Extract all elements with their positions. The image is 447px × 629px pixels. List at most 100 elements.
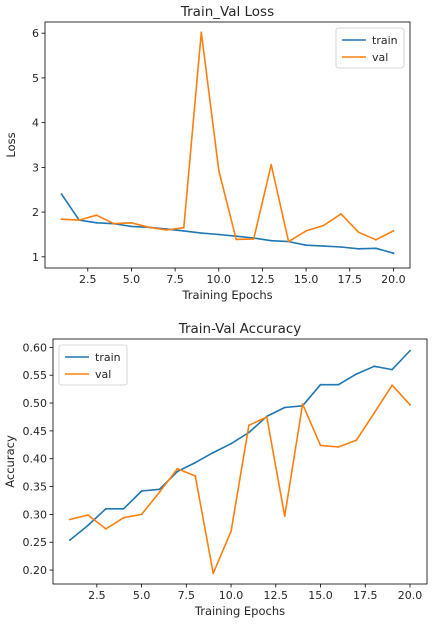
x-tick-label: 2.5 — [88, 589, 106, 602]
data-point-val — [248, 424, 250, 427]
y-tick-label: 0.20 — [23, 564, 48, 577]
data-point-val — [392, 230, 395, 232]
data-point-val — [194, 475, 197, 477]
series-line-val — [60, 31, 395, 243]
data-point-val — [158, 491, 161, 493]
data-point-val — [122, 516, 125, 519]
x-tick-label: 17.5 — [353, 589, 378, 602]
data-point-train — [337, 383, 340, 386]
data-point-val — [230, 530, 233, 532]
data-point-train — [140, 490, 143, 492]
data-point-train — [194, 461, 197, 464]
y-tick-label: 0.40 — [23, 453, 48, 466]
y-tick-label: 1 — [32, 251, 39, 264]
data-point-val — [355, 439, 358, 442]
y-tick-label: 0.55 — [23, 369, 48, 382]
x-axis-title: Training Epochs — [194, 604, 285, 618]
data-point-train — [357, 247, 360, 250]
data-point-val — [212, 572, 215, 575]
data-point-val — [104, 528, 107, 530]
data-point-train — [230, 442, 233, 445]
data-point-val — [87, 514, 89, 516]
data-point-train — [87, 524, 89, 527]
legend: train val — [335, 27, 405, 69]
data-point-val — [319, 444, 322, 447]
data-point-train — [122, 507, 125, 510]
legend-label-train: train — [372, 34, 398, 47]
plot-frame — [52, 338, 428, 585]
data-point-train — [375, 247, 377, 250]
data-point-train — [212, 451, 215, 454]
data-point-train — [322, 245, 325, 248]
data-point-val — [95, 214, 98, 217]
data-point-train — [319, 383, 322, 386]
y-tick-label: 0.45 — [23, 425, 48, 438]
accuracy-chart: Train-Val Accuracy 2.5 5.0 7.5 10.0 12.5 15.0 1… — [3, 321, 428, 618]
data-point-val — [113, 222, 115, 225]
data-point-val — [130, 221, 133, 224]
legend-box — [58, 344, 128, 386]
legend-label-val: val — [95, 368, 111, 381]
data-point-train — [60, 193, 63, 196]
legend-box — [335, 27, 405, 69]
data-point-val — [270, 163, 273, 166]
data-point-train — [340, 246, 342, 248]
data-point-val — [200, 31, 203, 34]
data-point-train — [409, 349, 411, 352]
data-point-val — [301, 403, 304, 405]
y-axis-title: Loss — [4, 132, 18, 157]
data-point-val — [287, 240, 290, 243]
x-axis-title: Training Epochs — [181, 288, 272, 302]
data-point-val — [176, 467, 179, 470]
y-tick-label: 0.25 — [23, 536, 48, 549]
data-point-train — [392, 252, 395, 255]
x-tick-label: 20.0 — [381, 273, 406, 286]
x-tick-label: 5.0 — [123, 273, 141, 286]
x-tick-label: 17.5 — [337, 273, 362, 286]
x-tick-label: 12.5 — [250, 273, 275, 286]
legend: train val — [58, 344, 128, 386]
data-point-val — [391, 384, 393, 387]
data-point-val — [357, 231, 360, 234]
data-point-train — [305, 244, 307, 247]
y-tick-label: 5 — [32, 72, 39, 85]
data-point-val — [165, 229, 168, 231]
y-tick-label: 0.60 — [23, 341, 48, 354]
data-point-val — [217, 169, 220, 172]
data-point-val — [235, 238, 238, 241]
data-point-train — [200, 232, 203, 235]
data-point-train — [158, 488, 161, 491]
data-point-train — [217, 233, 220, 236]
chart-title: Train-Val Accuracy — [178, 321, 302, 337]
y-axis-title: Accuracy — [3, 435, 17, 488]
data-point-val — [140, 513, 143, 516]
data-point-val — [375, 238, 377, 241]
series-line-train — [68, 349, 412, 542]
legend-label-train: train — [95, 351, 121, 364]
series-line-val — [69, 384, 412, 575]
x-tick-label: 15.0 — [308, 589, 333, 602]
data-point-train — [355, 373, 358, 375]
data-point-train — [391, 368, 393, 371]
x-tick-label: 10.0 — [219, 589, 244, 602]
legend-label-val: val — [372, 51, 388, 64]
x-tick-label: 5.0 — [133, 589, 151, 602]
plot-frame — [44, 21, 411, 269]
data-point-train — [104, 507, 107, 510]
chart-title: Train_Val Loss — [180, 4, 274, 20]
data-point-val — [409, 403, 411, 406]
data-point-val — [373, 412, 376, 414]
y-tick-label: 0.30 — [23, 508, 48, 521]
data-point-train — [130, 225, 133, 228]
data-point-train — [95, 221, 98, 224]
x-tick-label: 20.0 — [398, 589, 423, 602]
x-tick-label: 12.5 — [264, 589, 289, 602]
x-tick-label: 7.5 — [178, 589, 196, 602]
x-tick-label: 7.5 — [166, 273, 184, 286]
x-tick-label: 2.5 — [79, 273, 97, 286]
x-tick-label: 10.0 — [207, 273, 232, 286]
data-point-val — [60, 218, 63, 221]
data-point-train — [176, 470, 179, 473]
x-tick-label: 15.0 — [294, 273, 319, 286]
